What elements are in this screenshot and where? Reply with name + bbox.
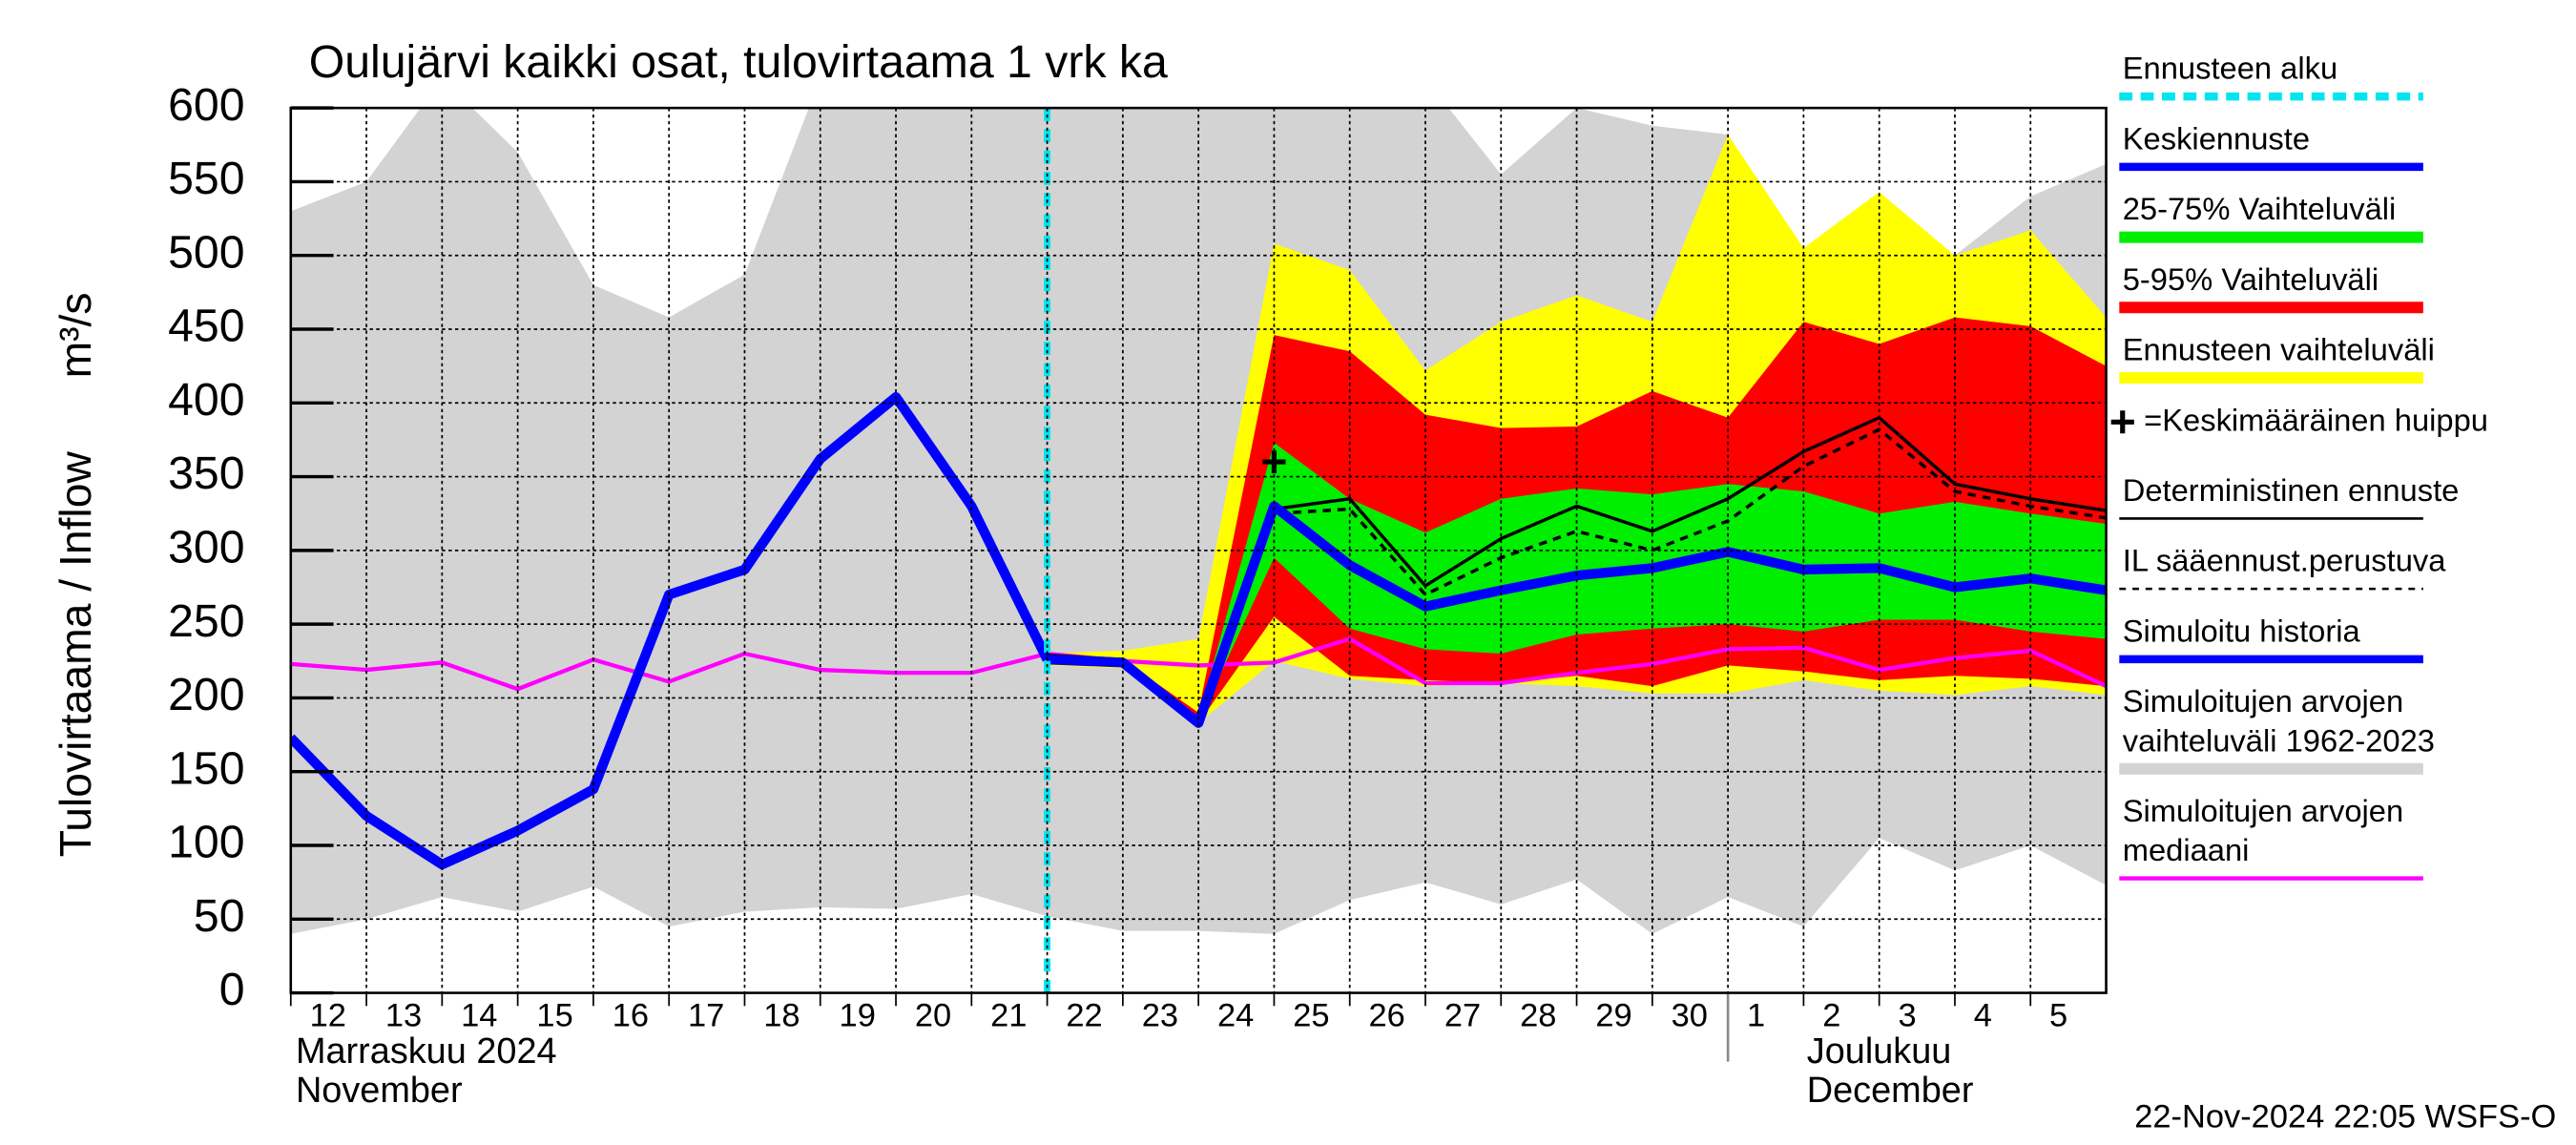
- y-axis-unit: m³/s: [51, 292, 100, 378]
- x-tick-label: 2: [1822, 997, 1840, 1033]
- x-tick-label: 21: [990, 997, 1027, 1033]
- y-axis-label: Tulovirtaama / Inflow: [51, 451, 100, 858]
- x-tick-label: 20: [915, 997, 951, 1033]
- x-tick-label: 28: [1520, 997, 1556, 1033]
- x-tick-label: 30: [1672, 997, 1708, 1033]
- legend-label: 5-95% Vaihteluväli: [2123, 261, 2379, 297]
- plot-frame: [289, 106, 2108, 994]
- x-group-label: Marraskuu 2024: [296, 1031, 557, 1072]
- x-tick-label: 15: [536, 997, 572, 1033]
- y-tick-label: 100: [168, 817, 244, 868]
- x-group-label: November: [296, 1071, 463, 1111]
- y-tick-label: 400: [168, 374, 244, 426]
- legend-label: Ennusteen alku: [2123, 50, 2337, 85]
- x-tick-label: 3: [1899, 997, 1917, 1033]
- legend-label: Ennusteen vaihteluväli: [2123, 331, 2435, 366]
- x-tick-label: 23: [1142, 997, 1178, 1033]
- y-tick-label: 600: [168, 79, 244, 131]
- x-tick-label: 12: [310, 997, 346, 1033]
- x-tick-label: 24: [1217, 997, 1254, 1033]
- x-group-label: Joulukuu: [1807, 1031, 1952, 1072]
- legend-label: Simuloitujen arvojen mediaani: [2123, 793, 2403, 867]
- x-tick-label: 5: [2049, 997, 2067, 1033]
- timestamp: 22-Nov-2024 22:05 WSFS-O: [2134, 1099, 2556, 1135]
- legend-label: =Keskimääräinen huippu: [2144, 402, 2488, 437]
- legend-label: Simuloitujen arvojen vaihteluväli 1962-20…: [2123, 683, 2435, 758]
- x-group-label: December: [1807, 1071, 1974, 1111]
- x-tick-label: 4: [1974, 997, 1992, 1033]
- legend-label: Deterministinen ennuste: [2123, 472, 2460, 508]
- x-tick-label: 27: [1444, 997, 1481, 1033]
- legend: Ennusteen alku Keskiennuste 25-75% Vaihtel…: [2110, 50, 2488, 881]
- x-tick-label: 25: [1293, 997, 1329, 1033]
- x-tick-label: 19: [840, 997, 876, 1033]
- x-tick-label: 17: [688, 997, 724, 1033]
- x-tick-label: 1: [1747, 997, 1765, 1033]
- y-tick-label: 450: [168, 301, 244, 352]
- y-tick-label: 150: [168, 742, 244, 794]
- x-tick-label: 29: [1595, 997, 1631, 1033]
- legend-label: Simuloitu historia: [2123, 613, 2361, 648]
- legend-label: IL sääennust.perustuva: [2123, 542, 2447, 577]
- y-tick-label: 350: [168, 448, 244, 499]
- y-tick-label: 300: [168, 522, 244, 573]
- y-tick-label: 250: [168, 595, 244, 647]
- x-tick-label: 13: [385, 997, 422, 1033]
- legend-marker: [2110, 410, 2134, 434]
- chart-title: Oulujärvi kaikki osat, tulovirtaama 1 vr…: [309, 36, 1168, 88]
- y-tick-label: 0: [219, 964, 245, 1015]
- x-tick-label: 16: [613, 997, 649, 1033]
- legend-label: 25-75% Vaihteluväli: [2123, 191, 2397, 226]
- x-tick-label: 14: [461, 997, 497, 1033]
- x-tick-label: 18: [763, 997, 800, 1033]
- y-tick-label: 550: [168, 153, 244, 204]
- y-tick-label: 500: [168, 226, 244, 278]
- x-tick-label: 22: [1066, 997, 1102, 1033]
- legend-label: Keskiennuste: [2123, 120, 2310, 156]
- y-tick-label: 50: [194, 890, 245, 942]
- y-tick-label: 200: [168, 669, 244, 720]
- x-tick-label: 26: [1369, 997, 1405, 1033]
